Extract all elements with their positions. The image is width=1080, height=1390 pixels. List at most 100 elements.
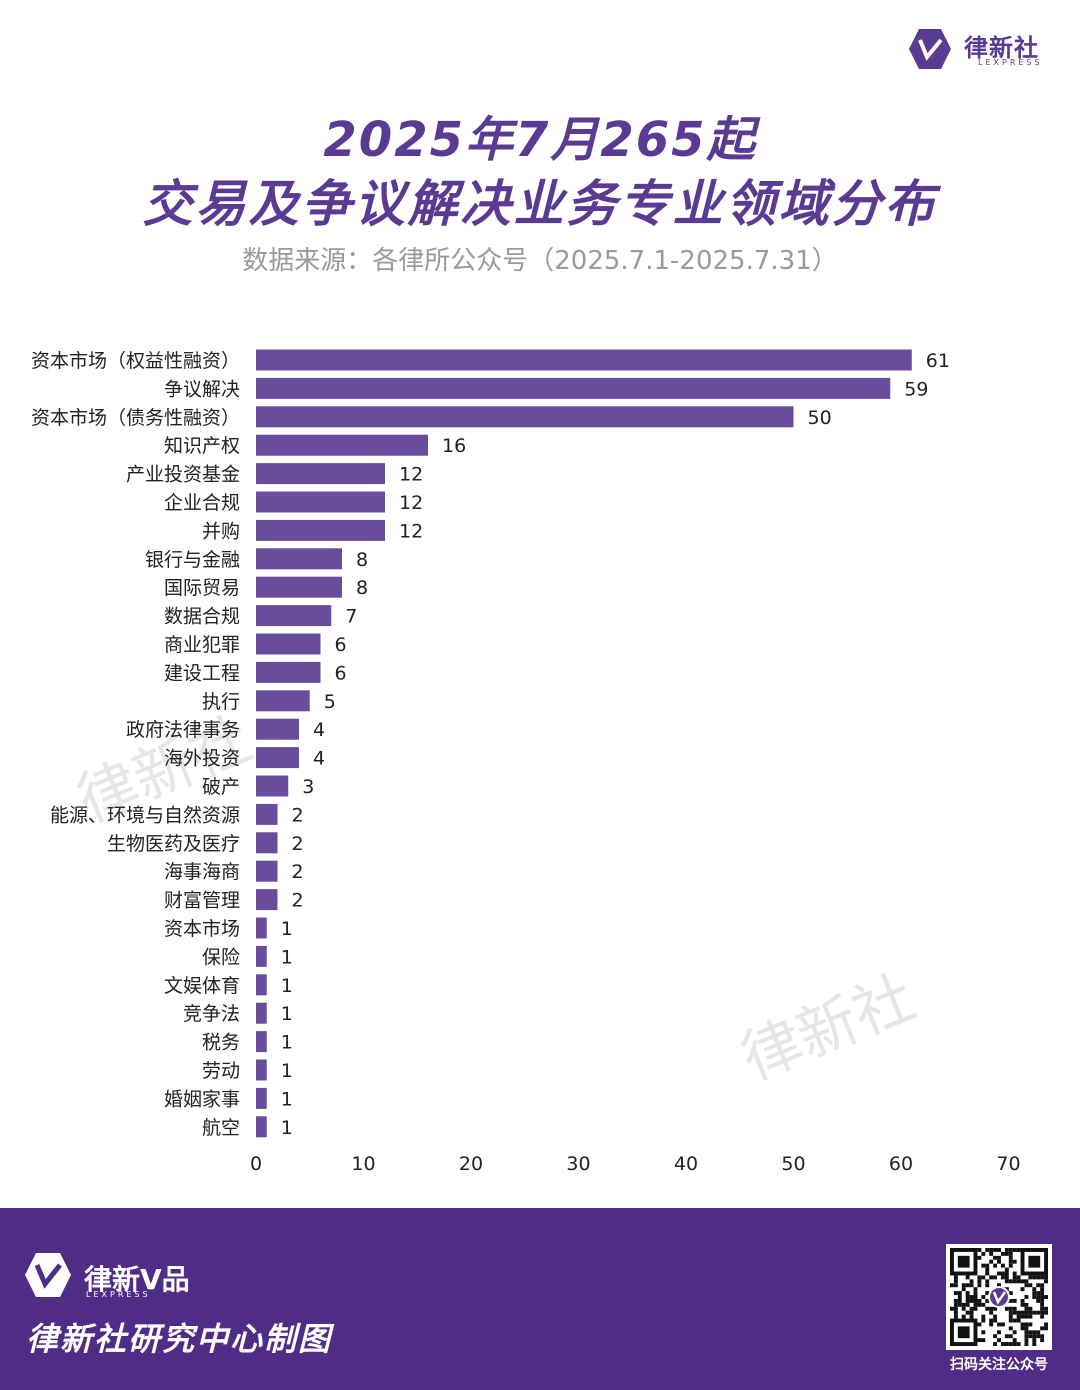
category-label: 劳动 (202, 1060, 240, 1082)
category-label: 文娱体育 (164, 975, 240, 997)
category-label: 政府法律事务 (126, 719, 240, 741)
x-tick-label: 0 (250, 1153, 262, 1175)
category-label: 航空 (202, 1117, 240, 1139)
category-label: 破产 (202, 776, 240, 798)
bar (256, 605, 332, 627)
lexpress-logo-icon (909, 29, 951, 69)
data-label: 1 (281, 946, 293, 968)
qr-code-icon[interactable] (946, 1244, 1052, 1350)
category-label: 国际贸易 (164, 577, 240, 599)
data-label: 50 (808, 407, 832, 429)
category-label: 产业投资基金 (126, 464, 240, 486)
data-label: 1 (281, 1003, 293, 1025)
data-label: 12 (399, 520, 423, 542)
data-label: 5 (324, 691, 336, 713)
x-tick-label: 10 (351, 1153, 375, 1175)
data-label: 8 (356, 577, 368, 599)
data-label: 2 (292, 861, 304, 883)
data-label: 16 (442, 435, 466, 457)
bar (256, 633, 321, 655)
data-label: 4 (313, 748, 325, 770)
data-label: 1 (281, 1032, 293, 1054)
category-label: 数据合规 (164, 606, 240, 628)
brand-sub: LEXPRESS (978, 58, 1043, 67)
bar (256, 576, 342, 598)
brand-logo-top: 律新社 LEXPRESS (908, 26, 1058, 72)
category-label: 银行与金融 (145, 549, 240, 571)
bar (256, 463, 385, 485)
bar (256, 519, 385, 541)
bar (256, 690, 310, 712)
category-label: 能源、环境与自然资源 (50, 804, 240, 826)
data-label: 1 (281, 1117, 293, 1139)
category-label: 资本市场 (164, 918, 240, 940)
bar (256, 974, 267, 996)
bar (256, 349, 912, 371)
bar (256, 917, 267, 939)
x-tick-label: 50 (781, 1153, 805, 1175)
page-title: 2025年7月265起 (323, 112, 757, 168)
qr-caption: 扫码关注公众号 (950, 1357, 1048, 1373)
data-source: 数据来源：各律所公众号（2025.7.1-2025.7.31） (242, 246, 838, 276)
brand-name: 律新社 (964, 34, 1039, 62)
bar (256, 1002, 267, 1024)
category-label: 海事海商 (164, 861, 240, 883)
category-label: 财富管理 (164, 890, 240, 912)
data-label: 61 (926, 350, 950, 372)
bar (256, 775, 289, 797)
x-tick-label: 40 (674, 1153, 698, 1175)
category-label: 争议解决 (164, 378, 240, 400)
x-tick-label: 20 (459, 1153, 483, 1175)
x-tick-label: 30 (566, 1153, 590, 1175)
footer-brand-sub: LEXPRESS (86, 1290, 151, 1299)
chart-credit: 律新社研究中心制图 (26, 1320, 333, 1358)
category-label: 执行 (202, 691, 240, 713)
page-title-line2: 交易及争议解决业务专业领域分布 (142, 175, 938, 233)
data-label: 1 (281, 1060, 293, 1082)
bar (256, 1087, 267, 1109)
data-label: 59 (904, 378, 928, 400)
bar (256, 889, 278, 911)
bar (256, 1059, 267, 1081)
data-label: 1 (281, 918, 293, 940)
bar (256, 548, 342, 570)
data-label: 2 (292, 890, 304, 912)
bar (256, 803, 278, 825)
footer: 律新V品 LEXPRESS 律新社研究中心制图 扫码关注公众号 (0, 1208, 1080, 1390)
x-tick-label: 70 (996, 1153, 1020, 1175)
data-label: 12 (399, 492, 423, 514)
data-label: 1 (281, 975, 293, 997)
data-label: 3 (302, 776, 314, 798)
category-label: 税务 (202, 1032, 240, 1054)
category-label: 建设工程 (164, 662, 240, 684)
category-label: 知识产权 (164, 435, 240, 457)
data-label: 8 (356, 549, 368, 571)
category-label: 保险 (202, 946, 240, 968)
bar (256, 747, 299, 769)
data-label: 2 (292, 833, 304, 855)
footer-brand-name: 律新V品 (84, 1263, 190, 1296)
bar (256, 860, 278, 882)
data-label: 7 (345, 606, 357, 628)
lexpress-logo-icon (25, 1253, 71, 1297)
category-label: 并购 (202, 520, 240, 542)
category-label: 资本市场（债务性融资） (31, 407, 240, 429)
bar (256, 434, 428, 456)
data-label: 1 (281, 1088, 293, 1110)
category-label: 婚姻家事 (164, 1088, 240, 1110)
category-label: 企业合规 (164, 492, 240, 514)
bar (256, 832, 278, 854)
bar (256, 406, 794, 428)
category-label: 海外投资 (164, 748, 240, 770)
data-label: 2 (292, 804, 304, 826)
bar (256, 1116, 267, 1138)
bar (256, 945, 267, 967)
category-label: 竞争法 (183, 1003, 240, 1025)
data-label: 6 (335, 662, 347, 684)
data-label: 6 (335, 634, 347, 656)
x-tick-label: 60 (889, 1153, 913, 1175)
bar (256, 661, 321, 683)
category-label: 商业犯罪 (164, 634, 240, 656)
bar (256, 491, 385, 513)
